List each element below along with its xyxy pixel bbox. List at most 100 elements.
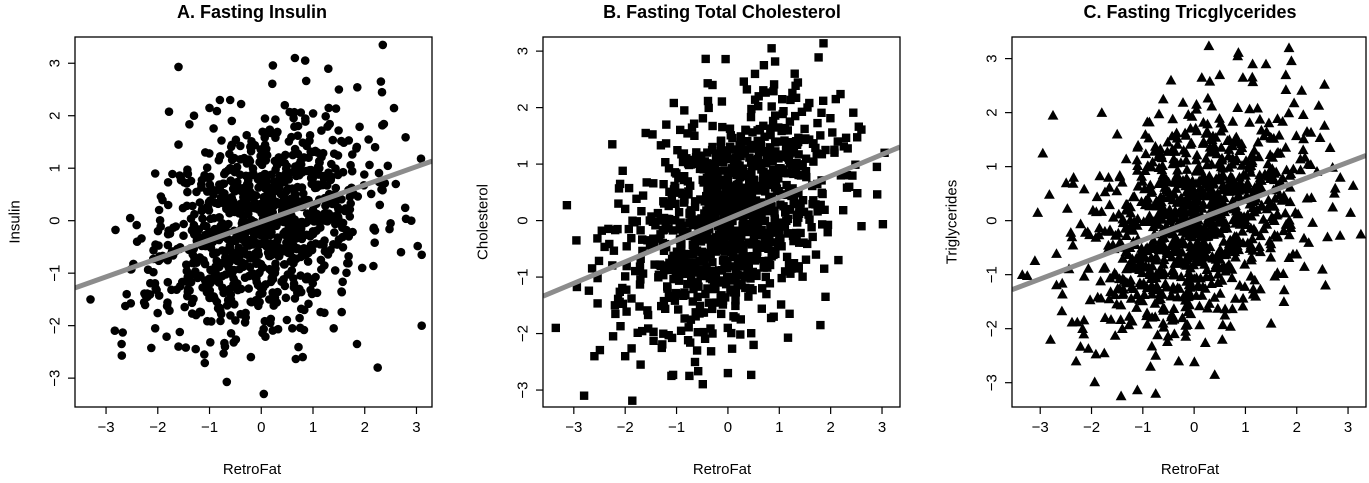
data-point (1096, 206, 1107, 216)
data-point (706, 173, 715, 182)
x-tick-label: 2 (826, 419, 834, 436)
data-point (1255, 230, 1266, 241)
data-point (1229, 133, 1241, 144)
data-point (774, 137, 783, 146)
data-point (1219, 309, 1231, 320)
data-point (723, 256, 732, 266)
data-point (718, 300, 728, 309)
panel-title: B. Fasting Total Cholesterol (603, 2, 841, 22)
data-point (562, 201, 572, 210)
data-point (696, 195, 705, 204)
data-point (707, 242, 717, 252)
data-point (1168, 153, 1180, 164)
data-point (692, 234, 701, 244)
data-point (608, 332, 618, 341)
data-point (260, 140, 270, 150)
y-tick-label: −2 (984, 320, 1001, 337)
data-point (604, 224, 613, 234)
data-point (226, 142, 236, 152)
data-point (1299, 152, 1311, 162)
data-point (304, 299, 313, 309)
data-point (768, 116, 778, 126)
data-point (654, 234, 664, 243)
y-tick-label: 1 (47, 164, 64, 172)
y-tick-label: 1 (984, 162, 1001, 170)
data-point (187, 298, 197, 308)
data-point (156, 222, 165, 231)
data-point (377, 185, 386, 194)
data-point (1163, 248, 1175, 258)
data-point (1123, 249, 1135, 259)
data-point (627, 344, 636, 353)
data-point (1268, 213, 1279, 224)
data-point (708, 304, 717, 314)
data-point (1157, 93, 1169, 104)
data-point (1182, 109, 1194, 119)
x-tick-label: 1 (309, 419, 317, 436)
regression-line (1012, 153, 1366, 293)
data-point (805, 98, 814, 108)
data-point (1120, 153, 1132, 164)
y-tick-label: 0 (47, 217, 64, 225)
data-point (1227, 303, 1238, 314)
data-point (1111, 128, 1123, 139)
data-point (163, 178, 173, 187)
data-point (798, 272, 807, 281)
data-point (296, 304, 306, 314)
data-point (1266, 163, 1278, 174)
data-point (731, 301, 740, 311)
data-point (734, 179, 743, 188)
data-point (621, 352, 630, 361)
data-point (280, 281, 290, 291)
data-point (1092, 291, 1104, 302)
data-point (1272, 146, 1284, 157)
data-point (248, 240, 257, 249)
data-point (1094, 170, 1106, 181)
data-point (1139, 199, 1151, 210)
data-point (676, 125, 685, 135)
y-tick-label: 2 (984, 108, 1001, 116)
panel-title: A. Fasting Insulin (177, 2, 327, 22)
data-point (792, 159, 801, 168)
data-point (669, 274, 678, 284)
plot-frame (74, 36, 433, 408)
data-point (711, 205, 720, 215)
data-point (579, 391, 589, 400)
x-tick-label: −1 (201, 419, 218, 436)
data-point (373, 363, 383, 372)
data-point (1067, 178, 1079, 188)
data-point (235, 208, 245, 218)
data-point (280, 227, 290, 236)
data-point (1177, 312, 1188, 323)
data-point (1239, 258, 1251, 269)
data-point (699, 265, 708, 274)
data-point (1153, 108, 1165, 119)
data-point (1157, 202, 1169, 212)
data-point (757, 211, 766, 220)
data-point (296, 108, 306, 117)
data-point (199, 221, 209, 230)
data-point (672, 169, 681, 178)
data-point (1136, 242, 1147, 253)
data-point (1327, 201, 1339, 212)
data-point (720, 166, 729, 175)
data-point (1125, 293, 1137, 303)
data-point (226, 290, 236, 300)
data-point (323, 250, 333, 259)
data-point (679, 291, 688, 300)
data-point (793, 137, 803, 147)
data-point (238, 262, 248, 272)
data-point (704, 103, 713, 113)
data-point (401, 133, 410, 142)
data-point (310, 183, 320, 193)
data-point (324, 103, 334, 113)
data-point (1216, 334, 1228, 344)
data-point (236, 141, 245, 151)
data-point (1206, 100, 1218, 111)
data-point (270, 156, 280, 166)
data-point (727, 247, 736, 257)
data-point (180, 178, 189, 187)
data-point (791, 164, 800, 173)
data-point (153, 308, 162, 318)
